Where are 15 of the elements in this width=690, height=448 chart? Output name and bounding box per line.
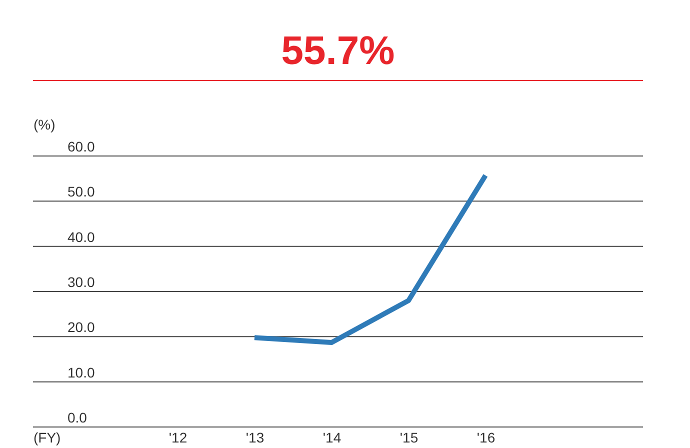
y-tick-label: 20.0	[68, 319, 95, 336]
y-tick-label: 0.0	[68, 410, 88, 426]
y-tick-label: 10.0	[68, 364, 95, 380]
x-tick-label: '15	[400, 430, 418, 446]
y-tick-label: 30.0	[68, 274, 95, 290]
x-tick-label: '14	[322, 430, 342, 446]
y-tick-label: 50.0	[68, 184, 95, 200]
y-axis-title: (%)	[34, 116, 56, 132]
x-axis-title: (FY)	[34, 430, 61, 446]
x-tick-label: '12	[168, 430, 188, 446]
y-tick-label: 40.0	[68, 228, 95, 245]
chart-title: 55.7%	[281, 29, 395, 73]
x-tick-label: '13	[246, 430, 264, 446]
x-tick-label: '16	[476, 430, 496, 446]
y-tick-label: 60.0	[68, 138, 95, 154]
